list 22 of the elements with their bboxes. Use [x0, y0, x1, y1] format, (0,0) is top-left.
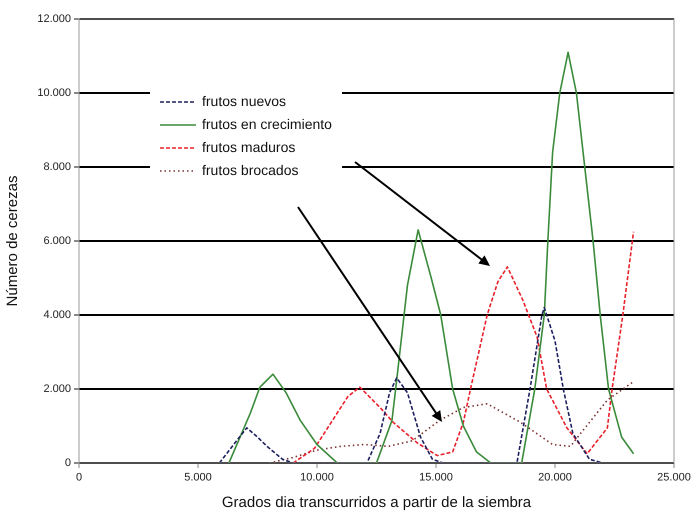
line-series	[218, 306, 604, 463]
y-axis-title: Número de cerezas	[4, 176, 22, 306]
x-tick-label: 20.000	[538, 472, 572, 484]
y-tick-label: 10.000	[37, 87, 71, 100]
y-tick-label: 6.000	[43, 235, 71, 248]
x-tick-label: 15.000	[419, 472, 453, 484]
legend-label: frutos brocados	[202, 161, 298, 180]
x-tick-label: 10.000	[300, 472, 334, 484]
x-axis-title: Grados dia transcurridos a partir de la siembra	[222, 494, 532, 512]
x-tick-label: 5.000	[184, 472, 212, 484]
y-tick-label: 4.000	[43, 309, 71, 322]
y-tick-label: 12.000	[37, 13, 71, 26]
y-tick-label: 2.000	[43, 383, 71, 396]
x-tick-label: 0	[76, 472, 82, 484]
legend-label: frutos maduros	[202, 138, 296, 157]
legend-label: frutos nuevos	[202, 92, 286, 111]
line-series	[268, 380, 634, 463]
y-tick-label: 8.000	[43, 161, 71, 174]
line-series	[292, 230, 634, 463]
legend-label: frutos en crecimiento	[202, 115, 332, 134]
x-tick-label: 25.000	[657, 472, 691, 484]
y-tick-label: 0	[64, 457, 71, 470]
